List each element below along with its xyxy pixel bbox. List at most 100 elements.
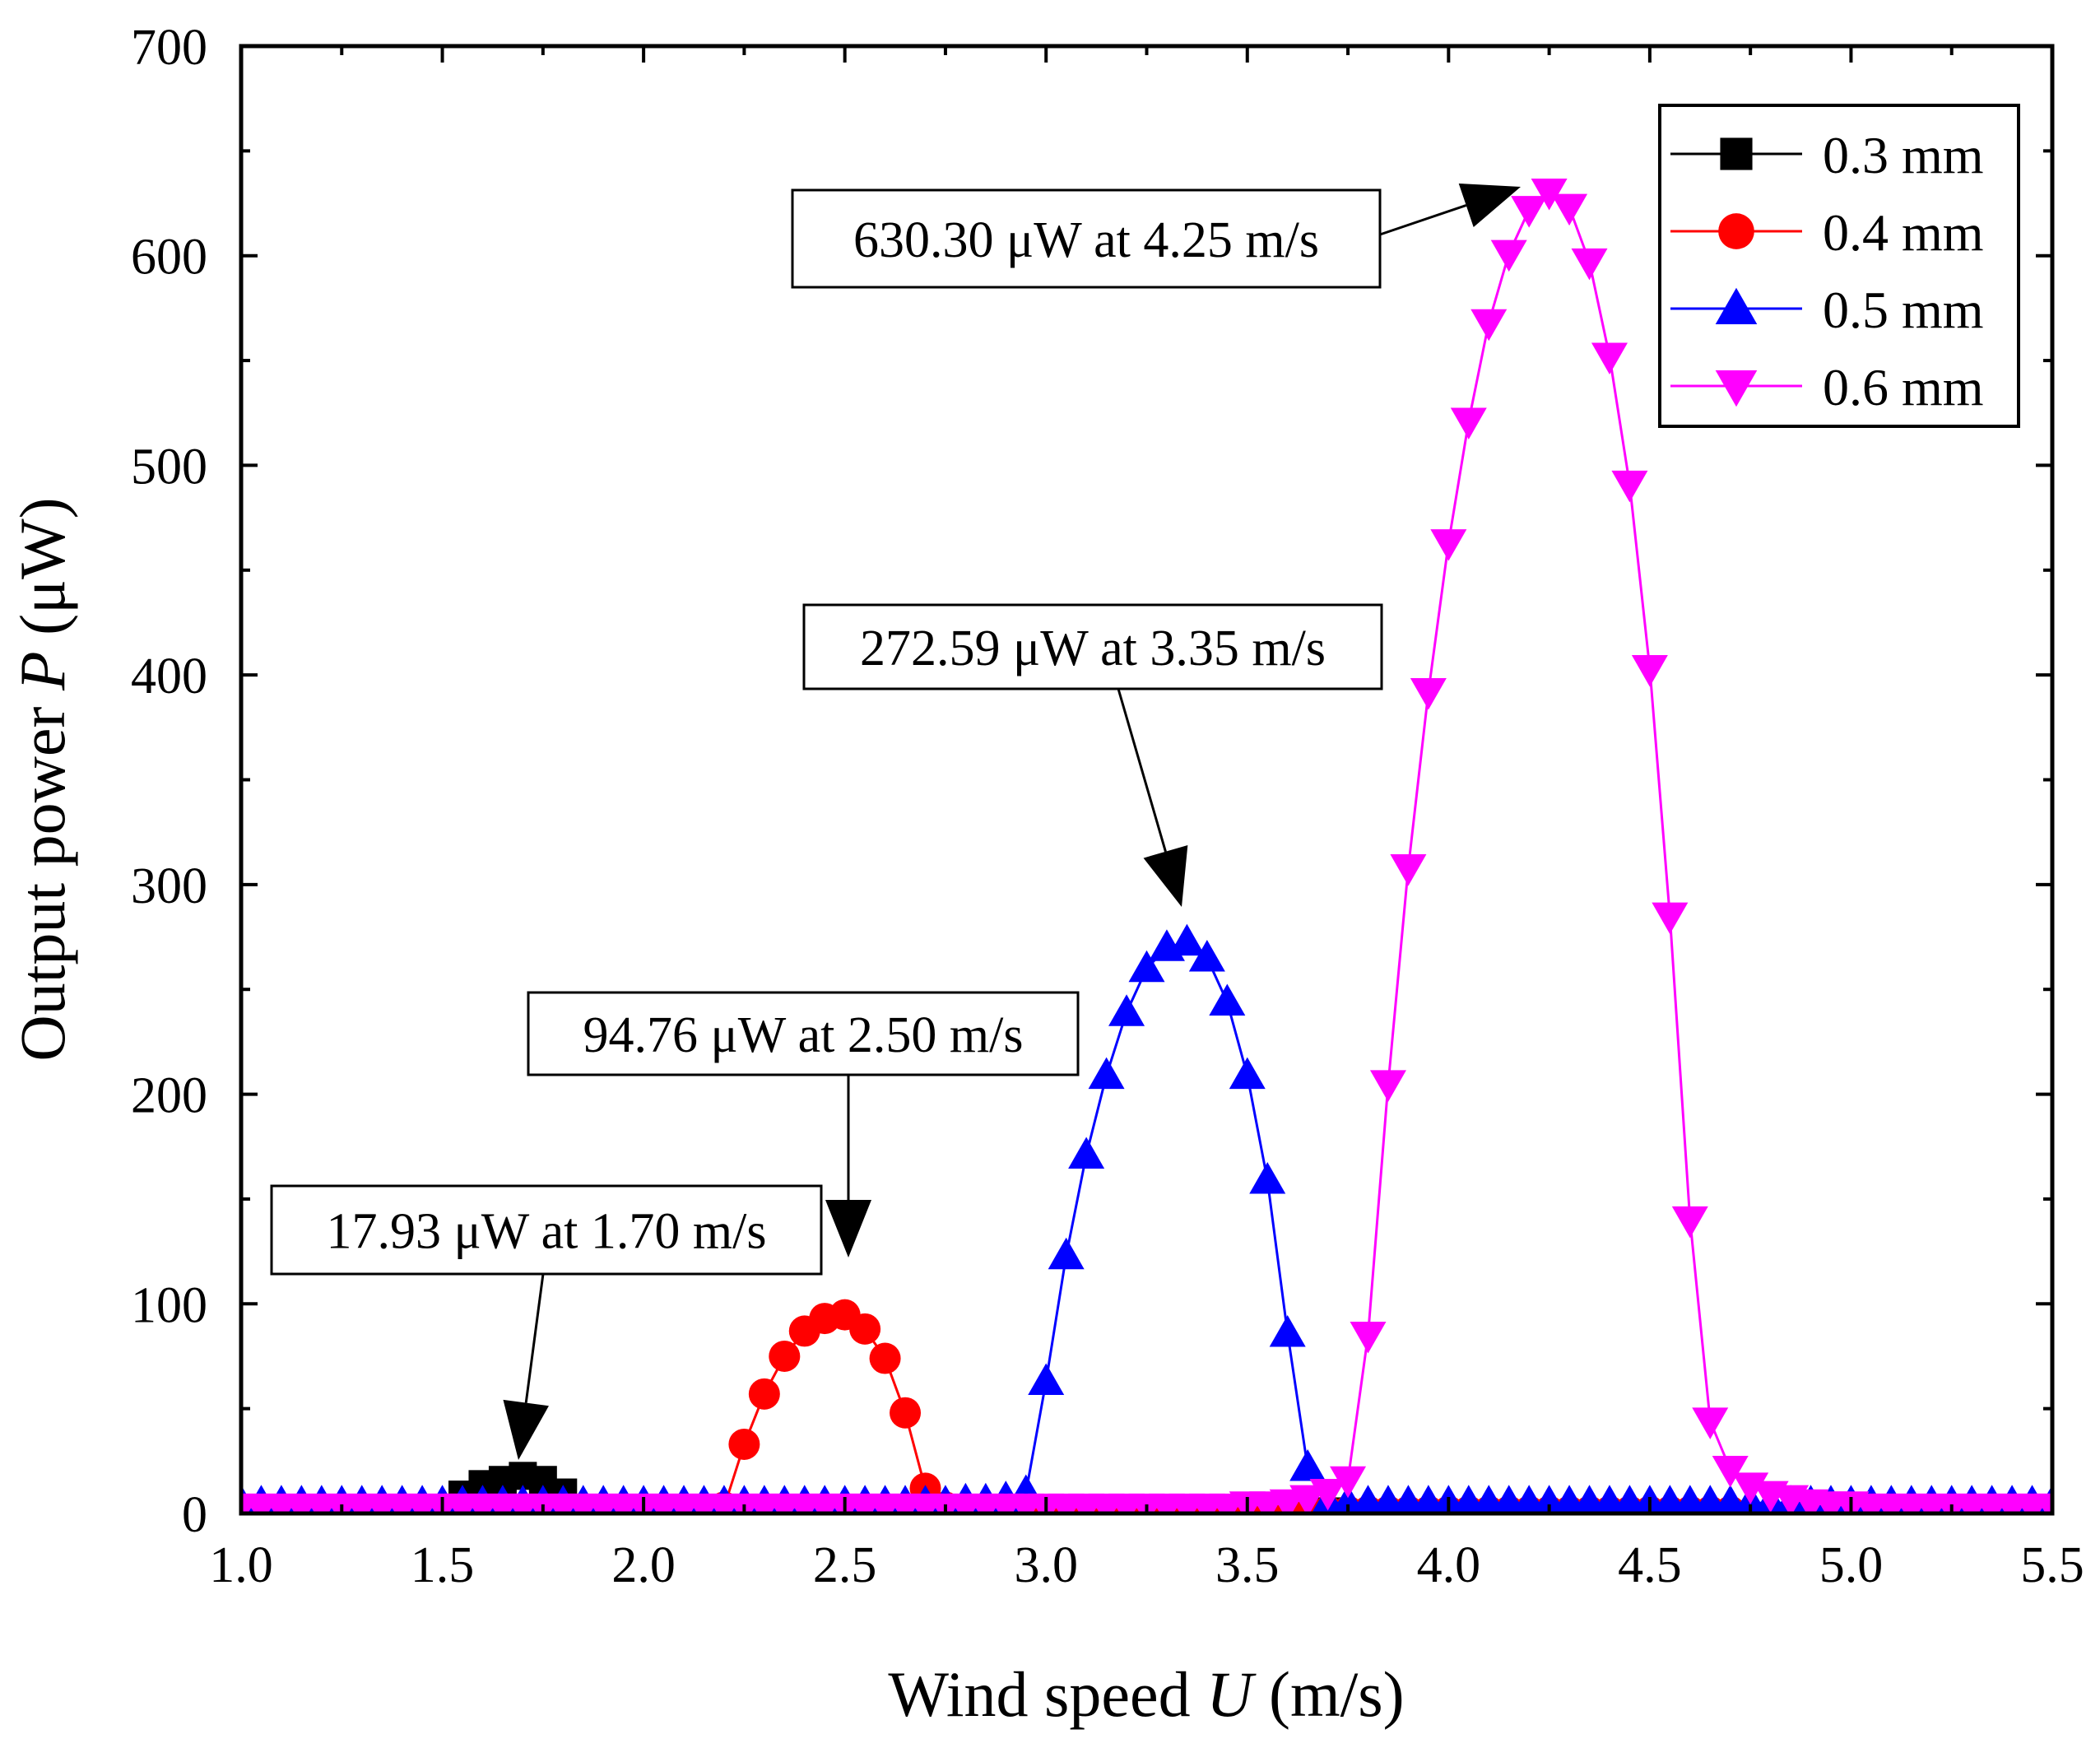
y-tick-label: 400: [131, 649, 207, 704]
annotation-arrow-line: [1379, 204, 1467, 236]
x-axis-title-suffix: (m/s): [1252, 1658, 1404, 1730]
legend-label: 0.4 mm: [1823, 203, 1984, 262]
x-tick-label: 5.0: [1819, 1537, 1884, 1593]
x-axis-title-symbol: U: [1206, 1658, 1257, 1730]
data-point: [1289, 1448, 1326, 1481]
data-point: [1028, 1363, 1065, 1396]
annotation-arrowhead: [1143, 844, 1188, 907]
series-layer: [241, 179, 2052, 1513]
data-point: [1712, 1456, 1749, 1488]
legend-marker: [1715, 370, 1758, 407]
data-point: [849, 1313, 881, 1345]
y-tick-label: 0: [182, 1487, 207, 1543]
data-point: [1048, 1237, 1085, 1270]
data-point: [1088, 1057, 1125, 1090]
y-axis-title: Output power P (μW): [7, 497, 78, 1061]
x-axis: 1.0 1.5 2.0 2.5 3.0 3.5 4.0 4.5 5.0 5.5: [209, 46, 2084, 1593]
data-point: [1209, 983, 1246, 1016]
data-point: [869, 1342, 901, 1374]
data-point: [1571, 248, 1608, 281]
legend-entry: 0.3 mm: [1670, 126, 1984, 184]
legend-marker: [1715, 287, 1758, 324]
y-tick-label: 700: [131, 20, 207, 76]
data-point: [769, 1340, 801, 1372]
annotation-arrowhead: [825, 1200, 871, 1258]
data-point: [1309, 1479, 1346, 1511]
data-point: [1511, 196, 1548, 228]
y-axis: 0 100 200 300 400 500 600 700: [131, 20, 2052, 1543]
annotation: 17.93 μW at 1.70 m/s: [270, 1184, 823, 1460]
annotation-label: 17.93 μW at 1.70 m/s: [327, 1204, 767, 1260]
x-tick-label: 4.0: [1417, 1537, 1481, 1593]
x-tick-label: 5.5: [2020, 1537, 2084, 1593]
data-point: [1732, 1472, 1769, 1504]
annotation-arrow-line: [1117, 688, 1167, 853]
x-tick-label: 1.0: [209, 1537, 273, 1593]
y-tick-label: 500: [131, 439, 207, 495]
y-axis-title-symbol: P: [7, 651, 78, 691]
annotation-label: 272.59 μW at 3.35 m/s: [860, 621, 1326, 676]
annotations: 630.30 μW at 4.25 m/s 272.59 μW at 3.35 m…: [270, 183, 1521, 1460]
data-point: [748, 1378, 780, 1410]
data-point: [1692, 1407, 1729, 1439]
legend-label: 0.5 mm: [1823, 281, 1984, 339]
data-point: [1249, 1162, 1286, 1194]
annotation-box: [791, 188, 1382, 289]
annotation: 272.59 μW at 3.35 m/s: [802, 603, 1383, 907]
y-tick-label: 100: [131, 1277, 207, 1333]
data-point: [728, 1428, 760, 1460]
legend-entry: 0.4 mm: [1670, 203, 1984, 262]
x-tick-label: 2.0: [611, 1537, 676, 1593]
annotation-arrow-line: [524, 1273, 545, 1403]
legend-entry: 0.5 mm: [1670, 281, 1984, 339]
x-axis-title-prefix: Wind speed: [888, 1658, 1206, 1730]
annotation-arrowhead: [1458, 183, 1521, 228]
x-tick-label: 3.0: [1014, 1537, 1078, 1593]
data-point: [1390, 853, 1427, 886]
legend-marker: [1718, 213, 1754, 249]
x-tick-label: 3.5: [1215, 1537, 1280, 1593]
legend-label: 0.3 mm: [1823, 126, 1984, 184]
data-point: [1410, 678, 1447, 710]
data-point: [1068, 1137, 1105, 1169]
data-point: [1470, 309, 1508, 342]
data-point: [890, 1397, 922, 1429]
data-point: [1369, 1070, 1406, 1102]
annotation-label: 94.76 μW at 2.50 m/s: [583, 1007, 1024, 1063]
data-point: [1450, 407, 1487, 439]
annotation-box: [527, 991, 1080, 1076]
y-tick-label: 200: [131, 1068, 207, 1124]
annotation-label: 630.30 μW at 4.25 m/s: [853, 212, 1319, 268]
data-point: [1168, 923, 1206, 956]
annotation: 94.76 μW at 2.50 m/s: [527, 991, 1080, 1258]
data-point: [1330, 1466, 1367, 1499]
legend: 0.3 mm 0.4 mm 0.5 mm 0.6 mm: [1658, 104, 2020, 428]
data-point: [1671, 1206, 1708, 1239]
x-tick-label: 2.5: [813, 1537, 877, 1593]
data-point: [1289, 1485, 1326, 1513]
legend-entry: 0.6 mm: [1670, 358, 1984, 416]
data-point: [1269, 1314, 1306, 1347]
y-tick-label: 300: [131, 858, 207, 914]
data-point: [1430, 529, 1467, 561]
data-point: [1128, 950, 1165, 983]
data-point: [1591, 342, 1628, 374]
x-axis-title: Wind speed U (m/s): [888, 1658, 1404, 1730]
data-point: [1188, 940, 1225, 972]
legend-marker: [1720, 137, 1753, 170]
data-point: [1108, 994, 1145, 1026]
legend-label: 0.6 mm: [1823, 358, 1984, 416]
data-point: [1490, 239, 1527, 272]
data-point: [2034, 1493, 2052, 1513]
annotation-arrowhead: [503, 1399, 549, 1460]
annotation-box: [802, 603, 1383, 690]
data-point: [1350, 1321, 1387, 1354]
y-axis-title-suffix: (μW): [7, 497, 78, 651]
data-point: [1551, 193, 1588, 226]
x-tick-label: 1.5: [411, 1537, 475, 1593]
annotation-box: [270, 1184, 823, 1276]
data-point: [1611, 470, 1648, 503]
annotation: 630.30 μW at 4.25 m/s: [791, 183, 1521, 289]
data-point: [1631, 655, 1668, 687]
